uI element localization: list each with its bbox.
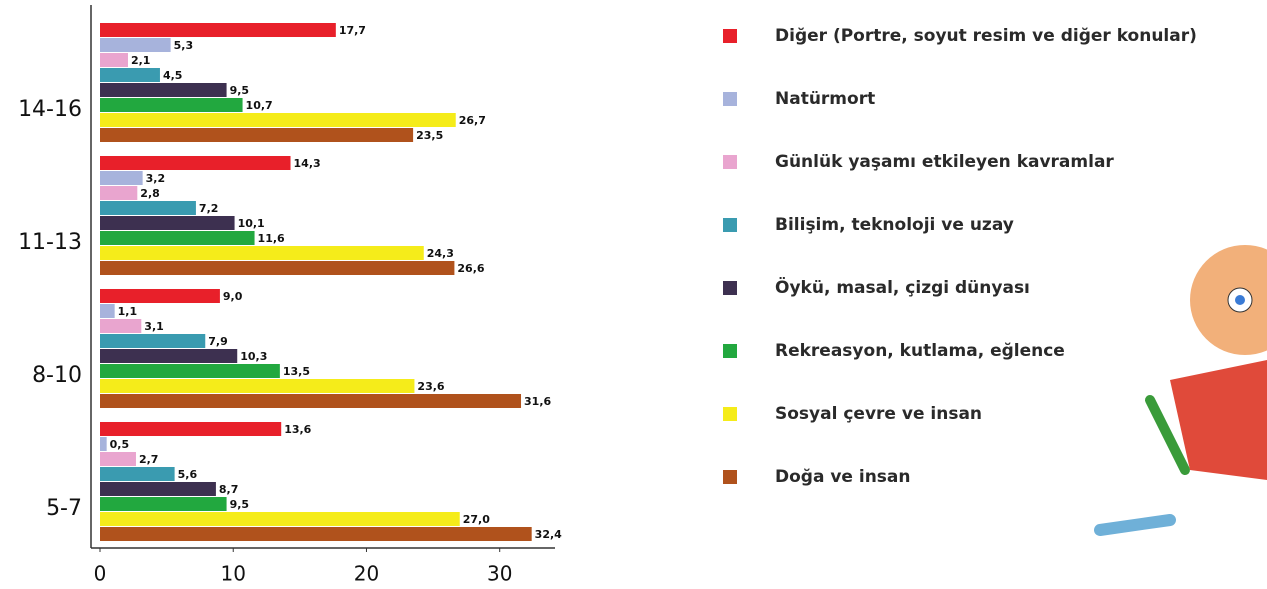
legend-label: Doğa ve insan — [775, 467, 911, 487]
value-label: 2,1 — [131, 54, 151, 67]
legend-label: Sosyal çevre ve insan — [775, 404, 982, 424]
value-label: 10,7 — [246, 99, 273, 112]
category-label: 14-16 — [18, 97, 82, 122]
legend-label: Natürmort — [775, 89, 875, 109]
bar — [100, 128, 414, 142]
value-label: 9,0 — [223, 290, 243, 303]
value-label: 2,7 — [139, 453, 159, 466]
value-label: 1,1 — [118, 305, 138, 318]
value-label: 14,3 — [294, 157, 321, 170]
value-label: 4,5 — [163, 69, 183, 82]
legend-label: Günlük yaşamı etkileyen kavramlar — [775, 152, 1114, 172]
legend-swatch — [723, 344, 737, 358]
value-label: 32,4 — [535, 528, 562, 541]
value-label: 23,5 — [416, 129, 443, 142]
bar — [100, 186, 138, 200]
value-label: 9,5 — [230, 84, 250, 97]
bar — [100, 201, 196, 215]
value-label: 13,5 — [283, 365, 310, 378]
legend-label: Rekreasyon, kutlama, eğlence — [775, 341, 1065, 361]
legend-swatch — [723, 29, 737, 43]
legend-swatch — [723, 218, 737, 232]
bar — [100, 23, 336, 37]
x-tick-label: 20 — [354, 562, 379, 586]
value-label: 2,8 — [140, 187, 160, 200]
bar — [100, 246, 424, 260]
bar — [100, 304, 115, 318]
legend-label: Bilişim, teknoloji ve uzay — [775, 215, 1014, 235]
value-label: 5,6 — [178, 468, 198, 481]
value-label: 23,6 — [417, 380, 444, 393]
value-label: 9,5 — [230, 498, 250, 511]
bar — [100, 83, 227, 97]
value-label: 0,5 — [110, 438, 130, 451]
bar — [100, 422, 282, 436]
decoration — [1094, 245, 1267, 536]
legend-swatch — [723, 281, 737, 295]
bar — [100, 171, 143, 185]
value-label: 31,6 — [524, 395, 551, 408]
bar — [100, 379, 415, 393]
legend-swatch — [723, 470, 737, 484]
bar — [100, 113, 456, 127]
value-label: 3,2 — [146, 172, 166, 185]
value-label: 17,7 — [339, 24, 366, 37]
bar — [100, 394, 522, 408]
legend-label: Diğer (Portre, soyut resim ve diğer konu… — [775, 26, 1197, 46]
bar — [100, 497, 227, 511]
bar — [100, 156, 291, 170]
x-tick-label: 30 — [487, 562, 512, 586]
bar — [100, 231, 255, 245]
legend-swatch — [723, 155, 737, 169]
bar — [100, 334, 206, 348]
bar — [100, 467, 175, 481]
legend-swatch — [723, 92, 737, 106]
bar — [100, 53, 128, 67]
value-label: 7,2 — [199, 202, 219, 215]
bar — [100, 216, 235, 230]
bar — [100, 289, 220, 303]
value-label: 27,0 — [463, 513, 490, 526]
legend-label: Öykü, masal, çizgi dünyası — [775, 276, 1030, 298]
bar — [100, 452, 136, 466]
bar — [100, 437, 107, 451]
value-label: 5,3 — [174, 39, 194, 52]
value-label: 26,6 — [457, 262, 484, 275]
bar — [100, 98, 243, 112]
value-label: 3,1 — [144, 320, 164, 333]
category-label: 11-13 — [18, 230, 82, 255]
x-tick-label: 10 — [221, 562, 246, 586]
bar — [100, 364, 280, 378]
value-label: 10,3 — [240, 350, 267, 363]
bar — [100, 68, 160, 82]
value-label: 13,6 — [284, 423, 311, 436]
legend-swatch — [723, 407, 737, 421]
value-label: 11,6 — [258, 232, 285, 245]
value-label: 24,3 — [427, 247, 454, 260]
bar — [100, 38, 171, 52]
value-label: 7,9 — [208, 335, 228, 348]
x-tick-label: 0 — [94, 562, 107, 586]
bar — [100, 319, 142, 333]
bar — [100, 349, 238, 363]
bar — [100, 527, 532, 541]
value-label: 10,1 — [238, 217, 265, 230]
category-label: 8-10 — [32, 363, 82, 388]
value-label: 8,7 — [219, 483, 239, 496]
bar — [100, 482, 216, 496]
category-label: 5-7 — [46, 496, 82, 521]
bar — [100, 512, 460, 526]
bar — [100, 261, 455, 275]
value-label: 26,7 — [459, 114, 486, 127]
